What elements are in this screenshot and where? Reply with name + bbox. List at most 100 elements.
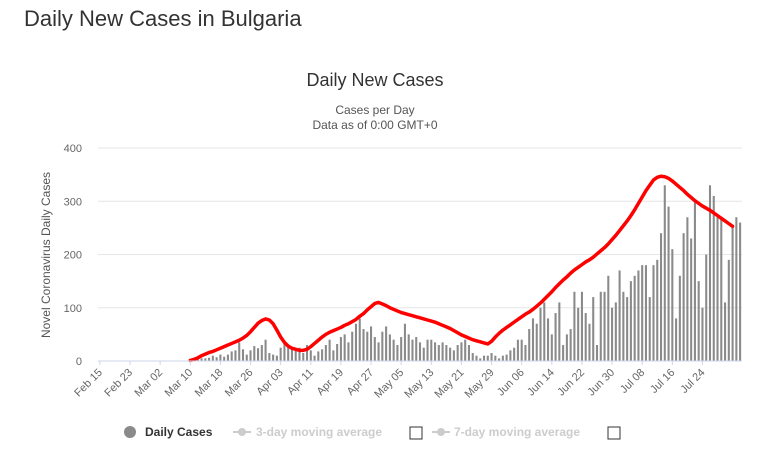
daily-cases-bar[interactable] <box>486 355 489 361</box>
daily-cases-bar[interactable] <box>592 297 595 361</box>
daily-cases-bar[interactable] <box>516 339 519 361</box>
daily-cases-bar[interactable] <box>731 227 734 362</box>
daily-cases-bar[interactable] <box>652 265 655 361</box>
daily-cases-bar[interactable] <box>234 350 237 361</box>
daily-cases-bar[interactable] <box>204 358 207 361</box>
daily-cases-bar[interactable] <box>362 329 365 361</box>
daily-cases-bar[interactable] <box>513 347 516 361</box>
daily-cases-bar[interactable] <box>449 347 452 361</box>
daily-cases-bar[interactable] <box>249 350 252 361</box>
daily-cases-bar[interactable] <box>494 355 497 361</box>
daily-cases-bar[interactable] <box>411 339 414 361</box>
daily-cases-bar[interactable] <box>253 346 256 361</box>
daily-cases-bar[interactable] <box>678 275 681 361</box>
daily-cases-bar[interactable] <box>358 318 361 361</box>
daily-cases-bar[interactable] <box>403 323 406 361</box>
daily-cases-bar[interactable] <box>336 343 339 361</box>
daily-cases-bar[interactable] <box>290 349 293 361</box>
daily-cases-bar[interactable] <box>219 354 222 361</box>
daily-cases-bar[interactable] <box>230 351 233 361</box>
daily-cases-bar[interactable] <box>343 334 346 362</box>
daily-cases-bar[interactable] <box>543 302 546 361</box>
legend-item-3day-average[interactable]: 3-day moving average <box>233 425 382 439</box>
legend-7day-checkbox[interactable] <box>607 426 621 440</box>
daily-cases-bar[interactable] <box>396 345 399 361</box>
daily-cases-bar[interactable] <box>321 349 324 361</box>
daily-cases-bar[interactable] <box>490 353 493 361</box>
daily-cases-bar[interactable] <box>445 345 448 361</box>
daily-cases-bar[interactable] <box>577 307 580 361</box>
daily-cases-bar[interactable] <box>569 329 572 361</box>
daily-cases-bar[interactable] <box>287 347 290 361</box>
daily-cases-bar[interactable] <box>283 343 286 361</box>
daily-cases-bar[interactable] <box>724 302 727 361</box>
daily-cases-bar[interactable] <box>528 329 531 361</box>
daily-cases-bar[interactable] <box>441 342 444 361</box>
daily-cases-bar[interactable] <box>279 347 282 361</box>
daily-cases-bar[interactable] <box>716 217 719 361</box>
daily-cases-bar[interactable] <box>313 355 316 361</box>
daily-cases-bar[interactable] <box>539 307 542 361</box>
daily-cases-bar[interactable] <box>656 259 659 361</box>
daily-cases-bar[interactable] <box>686 217 689 361</box>
daily-cases-bar[interactable] <box>735 217 738 361</box>
daily-cases-bar[interactable] <box>456 345 459 361</box>
daily-cases-bar[interactable] <box>200 358 203 361</box>
daily-cases-bar[interactable] <box>682 233 685 361</box>
daily-cases-bar[interactable] <box>400 337 403 361</box>
daily-cases-bar[interactable] <box>663 185 666 361</box>
daily-cases-bar[interactable] <box>648 297 651 361</box>
daily-cases-bar[interactable] <box>562 345 565 361</box>
daily-cases-bar[interactable] <box>426 339 429 361</box>
daily-cases-bar[interactable] <box>245 354 248 361</box>
daily-cases-bar[interactable] <box>693 201 696 361</box>
daily-cases-bar[interactable] <box>622 291 625 361</box>
daily-cases-bar[interactable] <box>339 337 342 361</box>
daily-cases-bar[interactable] <box>739 222 742 361</box>
daily-cases-bar[interactable] <box>407 334 410 362</box>
daily-cases-bar[interactable] <box>550 334 553 362</box>
daily-cases-bar[interactable] <box>377 342 380 361</box>
legend-3day-checkbox[interactable] <box>409 426 423 440</box>
daily-cases-bar[interactable] <box>272 354 275 361</box>
daily-cases-bar[interactable] <box>418 342 422 361</box>
daily-cases-bar[interactable] <box>705 254 708 362</box>
daily-cases-bar[interactable] <box>584 313 587 361</box>
daily-cases-bar[interactable] <box>701 307 704 361</box>
daily-cases-bar[interactable] <box>671 249 674 361</box>
daily-cases-bar[interactable] <box>208 357 211 361</box>
daily-cases-bar[interactable] <box>370 326 373 361</box>
daily-cases-bar[interactable] <box>467 345 470 361</box>
daily-cases-bar[interactable] <box>388 334 391 362</box>
daily-cases-bar[interactable] <box>603 291 606 361</box>
daily-cases-bar[interactable] <box>324 345 327 361</box>
daily-cases-bar[interactable] <box>452 350 455 361</box>
daily-cases-bar[interactable] <box>437 345 440 361</box>
daily-cases-bar[interactable] <box>347 342 350 361</box>
daily-cases-bar[interactable] <box>332 350 335 361</box>
daily-cases-bar[interactable] <box>328 339 331 361</box>
daily-cases-bar[interactable] <box>385 326 388 361</box>
daily-cases-bar[interactable] <box>633 275 636 361</box>
daily-cases-bar[interactable] <box>471 353 474 361</box>
legend-item-daily-cases[interactable]: Daily Cases <box>124 425 213 439</box>
daily-cases-bar[interactable] <box>667 206 670 361</box>
daily-cases-bar[interactable] <box>257 348 260 361</box>
daily-cases-bar[interactable] <box>599 291 602 361</box>
daily-cases-bar[interactable] <box>595 345 599 361</box>
daily-cases-bar[interactable] <box>614 302 617 361</box>
daily-cases-bar[interactable] <box>727 259 730 361</box>
daily-cases-bar[interactable] <box>708 185 712 361</box>
daily-cases-bar[interactable] <box>226 354 229 361</box>
daily-cases-bar[interactable] <box>241 349 245 361</box>
daily-cases-bar[interactable] <box>498 358 501 361</box>
daily-cases-bar[interactable] <box>558 302 561 361</box>
daily-cases-bar[interactable] <box>317 351 320 361</box>
daily-cases-bar[interactable] <box>482 355 486 361</box>
daily-cases-bar[interactable] <box>720 217 723 361</box>
daily-cases-bar[interactable] <box>302 353 305 361</box>
daily-cases-bar[interactable] <box>373 337 376 361</box>
daily-cases-bar[interactable] <box>641 265 644 361</box>
daily-cases-bar[interactable] <box>611 307 614 361</box>
daily-cases-bar[interactable] <box>573 291 576 361</box>
